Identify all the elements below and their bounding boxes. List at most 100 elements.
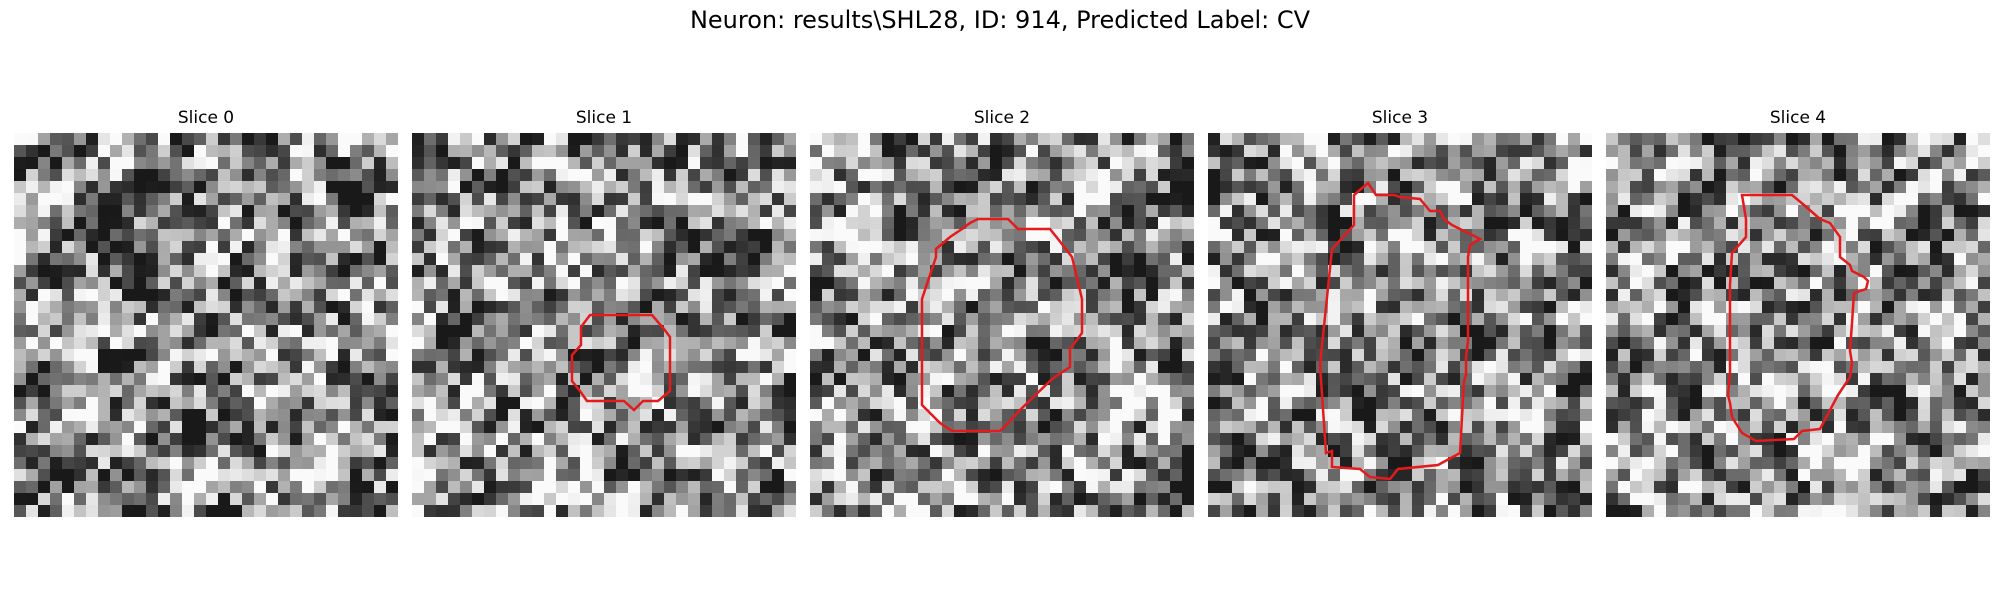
pixel-cell [930, 181, 943, 194]
pixel-cell [966, 265, 979, 278]
pixel-cell [1606, 145, 1619, 158]
pixel-cell [484, 433, 497, 446]
pixel-cell [1678, 169, 1691, 182]
pixel-cell [858, 397, 871, 410]
pixel-cell [1630, 277, 1643, 290]
pixel-cell [1822, 241, 1835, 254]
pixel-cell [194, 205, 207, 218]
pixel-cell [1580, 421, 1592, 434]
pixel-cell [1280, 241, 1293, 254]
pixel-cell [1858, 157, 1871, 170]
pixel-cell [532, 277, 545, 290]
pixel-cell [62, 229, 75, 242]
pixel-cell [496, 421, 509, 434]
pixel-cell [1208, 409, 1221, 422]
pixel-cell [894, 481, 907, 494]
pixel-cell [1870, 373, 1883, 386]
pixel-cell [1376, 241, 1389, 254]
pixel-cell [532, 169, 545, 182]
pixel-cell [1894, 289, 1907, 302]
pixel-cell [822, 205, 835, 218]
pixel-cell [822, 277, 835, 290]
pixel-cell [436, 457, 449, 470]
pixel-cell [1158, 361, 1171, 374]
pixel-cell [1304, 469, 1317, 482]
pixel-cell [532, 265, 545, 278]
pixel-cell [822, 133, 835, 146]
pixel-cell [1182, 421, 1194, 434]
pixel-cell [314, 181, 327, 194]
pixel-cell [1400, 229, 1413, 242]
pixel-cell [954, 289, 967, 302]
pixel-cell [736, 445, 749, 458]
pixel-cell [1014, 289, 1027, 302]
pixel-cell [50, 157, 63, 170]
pixel-cell [1484, 397, 1497, 410]
pixel-cell [302, 205, 315, 218]
pixel-cell [918, 457, 931, 470]
pixel-cell [520, 253, 533, 266]
pixel-cell [472, 421, 485, 434]
pixel-cell [122, 253, 135, 266]
pixel-cell [652, 373, 665, 386]
pixel-cell [1448, 505, 1461, 517]
pixel-cell [1292, 457, 1305, 470]
pixel-cell [1870, 397, 1883, 410]
pixel-cell [182, 277, 195, 290]
pixel-cell [86, 277, 99, 290]
pixel-cell [1158, 145, 1171, 158]
pixel-cell [748, 313, 761, 326]
pixel-cell [1618, 193, 1631, 206]
pixel-cell [736, 241, 749, 254]
pixel-cell [990, 361, 1003, 374]
pixel-cell [1292, 373, 1305, 386]
pixel-cell [1834, 361, 1847, 374]
pixel-cell [846, 337, 859, 350]
pixel-cell [966, 469, 979, 482]
pixel-cell [544, 265, 557, 278]
pixel-cell [1256, 409, 1269, 422]
pixel-cell [26, 337, 39, 350]
pixel-cell [688, 421, 701, 434]
pixel-cell [580, 325, 593, 338]
pixel-cell [436, 493, 449, 506]
pixel-cell [290, 409, 303, 422]
pixel-cell [350, 325, 363, 338]
pixel-cell [218, 217, 231, 230]
pixel-cell [1460, 457, 1473, 470]
pixel-cell [1268, 385, 1281, 398]
pixel-cell [760, 481, 773, 494]
pixel-cell [822, 361, 835, 374]
pixel-cell [38, 313, 51, 326]
pixel-cell [254, 481, 267, 494]
pixel-cell [460, 133, 473, 146]
pixel-cell [1050, 241, 1063, 254]
pixel-cell [652, 193, 665, 206]
pixel-cell [1810, 145, 1823, 158]
pixel-cell [628, 229, 641, 242]
pixel-cell [724, 421, 737, 434]
pixel-cell [1086, 385, 1099, 398]
pixel-cell [1388, 421, 1401, 434]
pixel-cell [1158, 445, 1171, 458]
pixel-cell [242, 493, 255, 506]
pixel-cell [1714, 397, 1727, 410]
pixel-cell [1280, 349, 1293, 362]
pixel-cell [1208, 421, 1221, 434]
pixel-cell [472, 265, 485, 278]
pixel-cell [1208, 181, 1221, 194]
pixel-cell [1810, 337, 1823, 350]
pixel-cell [846, 241, 859, 254]
pixel-cell [1328, 385, 1341, 398]
pixel-cell [1654, 325, 1667, 338]
pixel-cell [846, 289, 859, 302]
pixel-cell [254, 133, 267, 146]
pixel-cell [1134, 505, 1147, 517]
pixel-cell [242, 277, 255, 290]
pixel-cell [1834, 265, 1847, 278]
pixel-cell [1460, 145, 1473, 158]
pixel-cell [966, 169, 979, 182]
pixel-cell [424, 289, 437, 302]
pixel-cell [1460, 481, 1473, 494]
pixel-cell [1882, 325, 1895, 338]
